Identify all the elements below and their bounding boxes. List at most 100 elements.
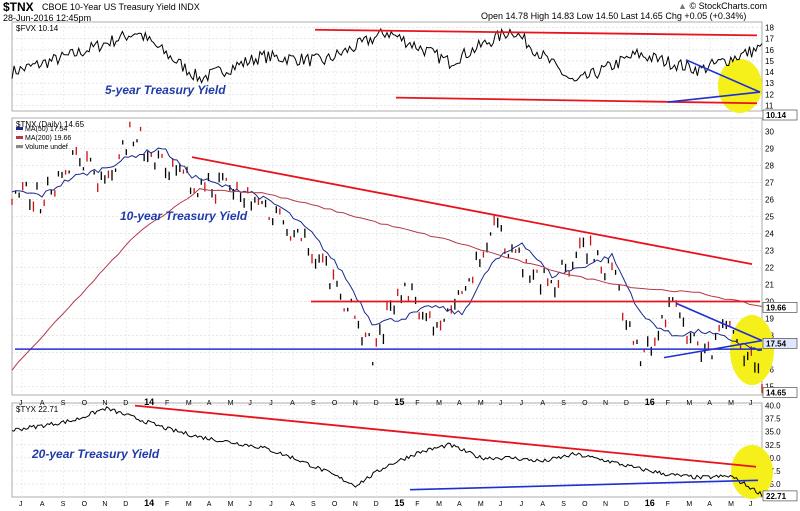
tnx-ma50-line [11,147,763,352]
y-tick-label: 14 [765,68,774,77]
x-tick-label: M [228,400,234,407]
y-tick-label: 27.5 [765,467,781,476]
low-value: 14.50 [595,11,619,21]
x-tick-label: M [228,501,234,508]
x-tick-label: N [603,400,608,407]
panel-title: $TNX (Daily) 14.65 [16,120,85,129]
ticker-symbol: $TNX [3,0,34,14]
y-tick-label: 30.0 [765,454,781,463]
x-tick-label: N [102,501,107,508]
open-label: Open [481,11,504,21]
x-tick-label: J [749,501,753,508]
x-tick-label: M [436,400,442,407]
tyx-annotation: 20-year Treasury Yield [32,447,160,461]
x-tick-label: J [520,400,524,407]
x-tick-label: O [332,400,338,407]
x-tick-label: J [499,400,503,407]
legend-volume-swatch [16,145,23,148]
x-tick-label: D [123,400,128,407]
x-tick-label: O [582,400,588,407]
y-tick-label: 26 [765,196,774,205]
tyx-downtrend-line [134,404,757,468]
x-tick-label: S [311,400,316,407]
x-tick-label: J [520,501,524,508]
x-tick-label: M [478,501,484,508]
tnx-value-label: 19.66 [766,303,787,312]
x-tick-label: N [353,501,358,508]
x-tick-label: J [269,400,273,407]
x-tick-label: A [40,400,45,407]
panel-frame [11,21,763,112]
x-tick-label: D [374,501,379,508]
y-tick-label: 25 [765,213,774,222]
x-tick-label: M [186,501,192,508]
x-tick-label: A [707,400,712,407]
tnx-downtrend-line [191,156,753,266]
chart-arrow-icon: ▲ [678,1,687,11]
x-tick-label: N [603,501,608,508]
x-tick-label: J [19,501,23,508]
x-tick-label: M [436,501,442,508]
x-tick-label: S [561,501,566,508]
x-tick-label: A [707,501,712,508]
panel-title: $TYX 22.71 [16,405,59,414]
tnx-wedge-upper [675,302,763,342]
x-tick-label: F [165,501,169,508]
x-tick-label: O [332,501,338,508]
x-tick-label: D [624,501,629,508]
x-tick-label: A [290,400,295,407]
quote-bar: Open 14.78 High 14.83 Low 14.50 Last 14.… [481,11,746,21]
y-tick-label: 19 [765,315,774,324]
legend-ma200-swatch [16,136,23,139]
y-tick-label: 15 [765,57,774,66]
x-tick-label: M [686,400,692,407]
highlight-ellipse [730,315,774,385]
x-tick-label: J [248,400,252,407]
x-tick-label: A [540,400,545,407]
fvx-series-line [11,27,763,85]
x-tick-label: M [686,501,692,508]
x-tick-label: O [82,501,88,508]
tyx-uptrend-line [409,479,759,491]
last-value: 14.65 [640,11,663,21]
fvx-wedge-lower [667,91,761,103]
x-tick-label: M [186,400,192,407]
x-tick-label: O [82,400,88,407]
low-label: Low [576,11,594,21]
tnx-value-box [762,338,798,349]
y-tick-label: 18 [765,24,774,33]
tnx-value-box [762,302,798,313]
y-tick-label: 15 [765,383,774,392]
y-tick-label: 30 [765,128,774,137]
legend-volume-label: Volume undef [25,144,68,151]
x-tick-label: M [478,400,484,407]
tnx-value-label: 17.54 [766,339,787,348]
x-tick-label: 15 [394,498,404,508]
x-tick-label: J [749,400,753,407]
x-tick-label: J [19,400,23,407]
fvx-wedge-upper [685,59,761,93]
y-tick-label: 23 [765,247,774,256]
x-tick-label: A [207,501,212,508]
y-tick-label: 22 [765,264,774,273]
x-tick-label: F [666,501,670,508]
y-tick-label: 40.0 [765,402,781,411]
x-tick-label: S [561,400,566,407]
x-tick-label: A [290,501,295,508]
x-tick-label: N [353,400,358,407]
x-tick-label: 14 [144,397,154,407]
x-tick-label: J [269,501,273,508]
x-tick-label: J [499,501,503,508]
tyx-series-line [11,406,763,497]
x-tick-label: 15 [394,397,404,407]
y-tick-label: 12 [765,90,774,99]
y-tick-label: 32.5 [765,441,781,450]
x-tick-label: M [728,400,734,407]
tyx-last-value-label: 22.71 [766,492,787,501]
highlight-ellipse [718,59,762,113]
fvx-annotation: 5-year Treasury Yield [105,83,226,97]
tnx-wedge-lower [663,339,763,359]
tyx-last-value-box [762,490,798,502]
x-tick-label: 16 [645,498,655,508]
brand-text: © StockCharts.com [689,1,768,11]
